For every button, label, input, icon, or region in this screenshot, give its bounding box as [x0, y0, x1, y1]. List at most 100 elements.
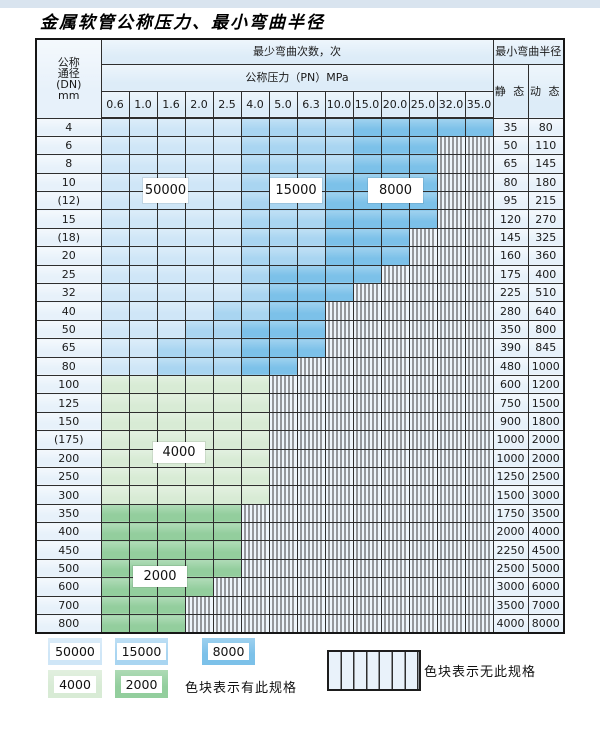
spec-cell	[212, 227, 242, 248]
no-spec-cell	[324, 319, 354, 340]
dynamic-header-cell: 动 态	[527, 63, 565, 119]
legend-swatch-4000: 4000	[48, 670, 102, 698]
spec-cell	[100, 301, 130, 321]
spec-cell	[240, 246, 270, 266]
spec-cell	[100, 374, 130, 395]
spec-cell	[100, 503, 130, 524]
table-row: 15 120 270	[35, 209, 565, 229]
no-spec-cell	[268, 448, 298, 468]
no-spec-cell	[464, 246, 494, 266]
static-radius-cell: 1750	[492, 503, 529, 524]
spec-cell	[156, 301, 186, 321]
spec-cell	[212, 540, 242, 560]
no-spec-cell	[464, 411, 494, 432]
no-spec-cell	[324, 522, 354, 542]
spec-cell	[128, 374, 158, 395]
static-radius-cell: 65	[492, 154, 529, 174]
no-spec-cell	[436, 522, 466, 542]
static-radius-cell: 2000	[492, 522, 529, 542]
legend-swatch-15000: 15000	[115, 638, 168, 665]
spec-cell	[268, 264, 298, 285]
no-spec-cell	[324, 430, 354, 450]
spec-cell	[212, 466, 242, 487]
spec-cell	[184, 319, 214, 340]
no-spec-cell	[380, 522, 410, 542]
spec-cell	[100, 448, 130, 468]
spec-cell	[380, 135, 410, 156]
spec-cell	[240, 227, 270, 248]
no-spec-cell	[296, 411, 326, 432]
spec-cell	[100, 246, 130, 266]
no-spec-cell	[408, 540, 438, 560]
no-spec-cell	[436, 374, 466, 395]
spec-cell	[352, 246, 382, 266]
no-spec-cell	[408, 595, 438, 616]
spec-cell	[296, 264, 326, 285]
spec-cell	[184, 540, 214, 560]
no-spec-cell	[408, 558, 438, 579]
spec-cell	[128, 356, 158, 376]
spec-cell	[100, 614, 130, 634]
no-spec-cell	[296, 503, 326, 524]
spec-cell	[324, 154, 354, 174]
no-spec-cell	[268, 595, 298, 616]
no-spec-cell	[436, 172, 466, 193]
no-spec-cell	[352, 338, 382, 358]
no-spec-cell	[352, 558, 382, 579]
no-spec-cell	[436, 558, 466, 579]
legend-swatch-label: 2000	[120, 675, 163, 693]
dn-cell: 400	[35, 522, 102, 542]
table-row: 800 4000 8000	[35, 614, 565, 634]
no-spec-cell	[268, 614, 298, 634]
dn-cell: 8	[35, 154, 102, 174]
dn-cell: 500	[35, 558, 102, 579]
spec-cell	[100, 209, 130, 229]
spec-cell	[240, 319, 270, 340]
no-spec-cell	[408, 301, 438, 321]
no-spec-cell	[240, 540, 270, 560]
spec-cell	[100, 485, 130, 505]
static-radius-cell: 145	[492, 227, 529, 248]
pressure-value-header: 15.0	[352, 90, 382, 119]
no-spec-cell	[464, 356, 494, 376]
table-row: 10 80 180	[35, 172, 565, 193]
no-spec-cell	[436, 540, 466, 560]
pressure-value-header: 1.0	[128, 90, 158, 119]
spec-cell	[324, 191, 354, 211]
table-row: 450 2250 4500	[35, 540, 565, 560]
no-spec-cell	[464, 374, 494, 395]
static-header-cell: 静 态	[492, 63, 529, 119]
spec-cell	[380, 227, 410, 248]
spec-cell	[380, 117, 410, 137]
spec-cell	[268, 356, 298, 376]
spec-cell	[212, 503, 242, 524]
spec-cell	[380, 209, 410, 229]
no-spec-cell	[436, 246, 466, 266]
spec-cell	[156, 540, 186, 560]
spec-cell	[212, 485, 242, 505]
spec-cell	[100, 264, 130, 285]
no-spec-cell	[324, 466, 354, 487]
static-radius-cell: 900	[492, 411, 529, 432]
dn-cell: 350	[35, 503, 102, 524]
cycles-title-cell: 最少弯曲次数，次	[100, 38, 494, 65]
static-radius-cell: 1000	[492, 430, 529, 450]
no-spec-cell	[464, 448, 494, 468]
spec-cell	[100, 595, 130, 616]
table-row: 300 1500 3000	[35, 485, 565, 505]
no-spec-cell	[436, 191, 466, 211]
table-row: 100 600 1200	[35, 374, 565, 395]
no-spec-cell	[464, 135, 494, 156]
dynamic-radius-cell: 3500	[527, 503, 565, 524]
no-spec-cell	[212, 614, 242, 634]
spec-cell	[212, 135, 242, 156]
spec-cell	[128, 338, 158, 358]
legend-swatch-label: 4000	[54, 675, 96, 693]
spec-cell	[212, 430, 242, 450]
no-spec-cell	[436, 430, 466, 450]
no-spec-cell	[268, 540, 298, 560]
static-radius-cell: 480	[492, 356, 529, 376]
static-radius-cell: 225	[492, 283, 529, 303]
spec-cell	[268, 154, 298, 174]
spec-cell	[156, 117, 186, 137]
